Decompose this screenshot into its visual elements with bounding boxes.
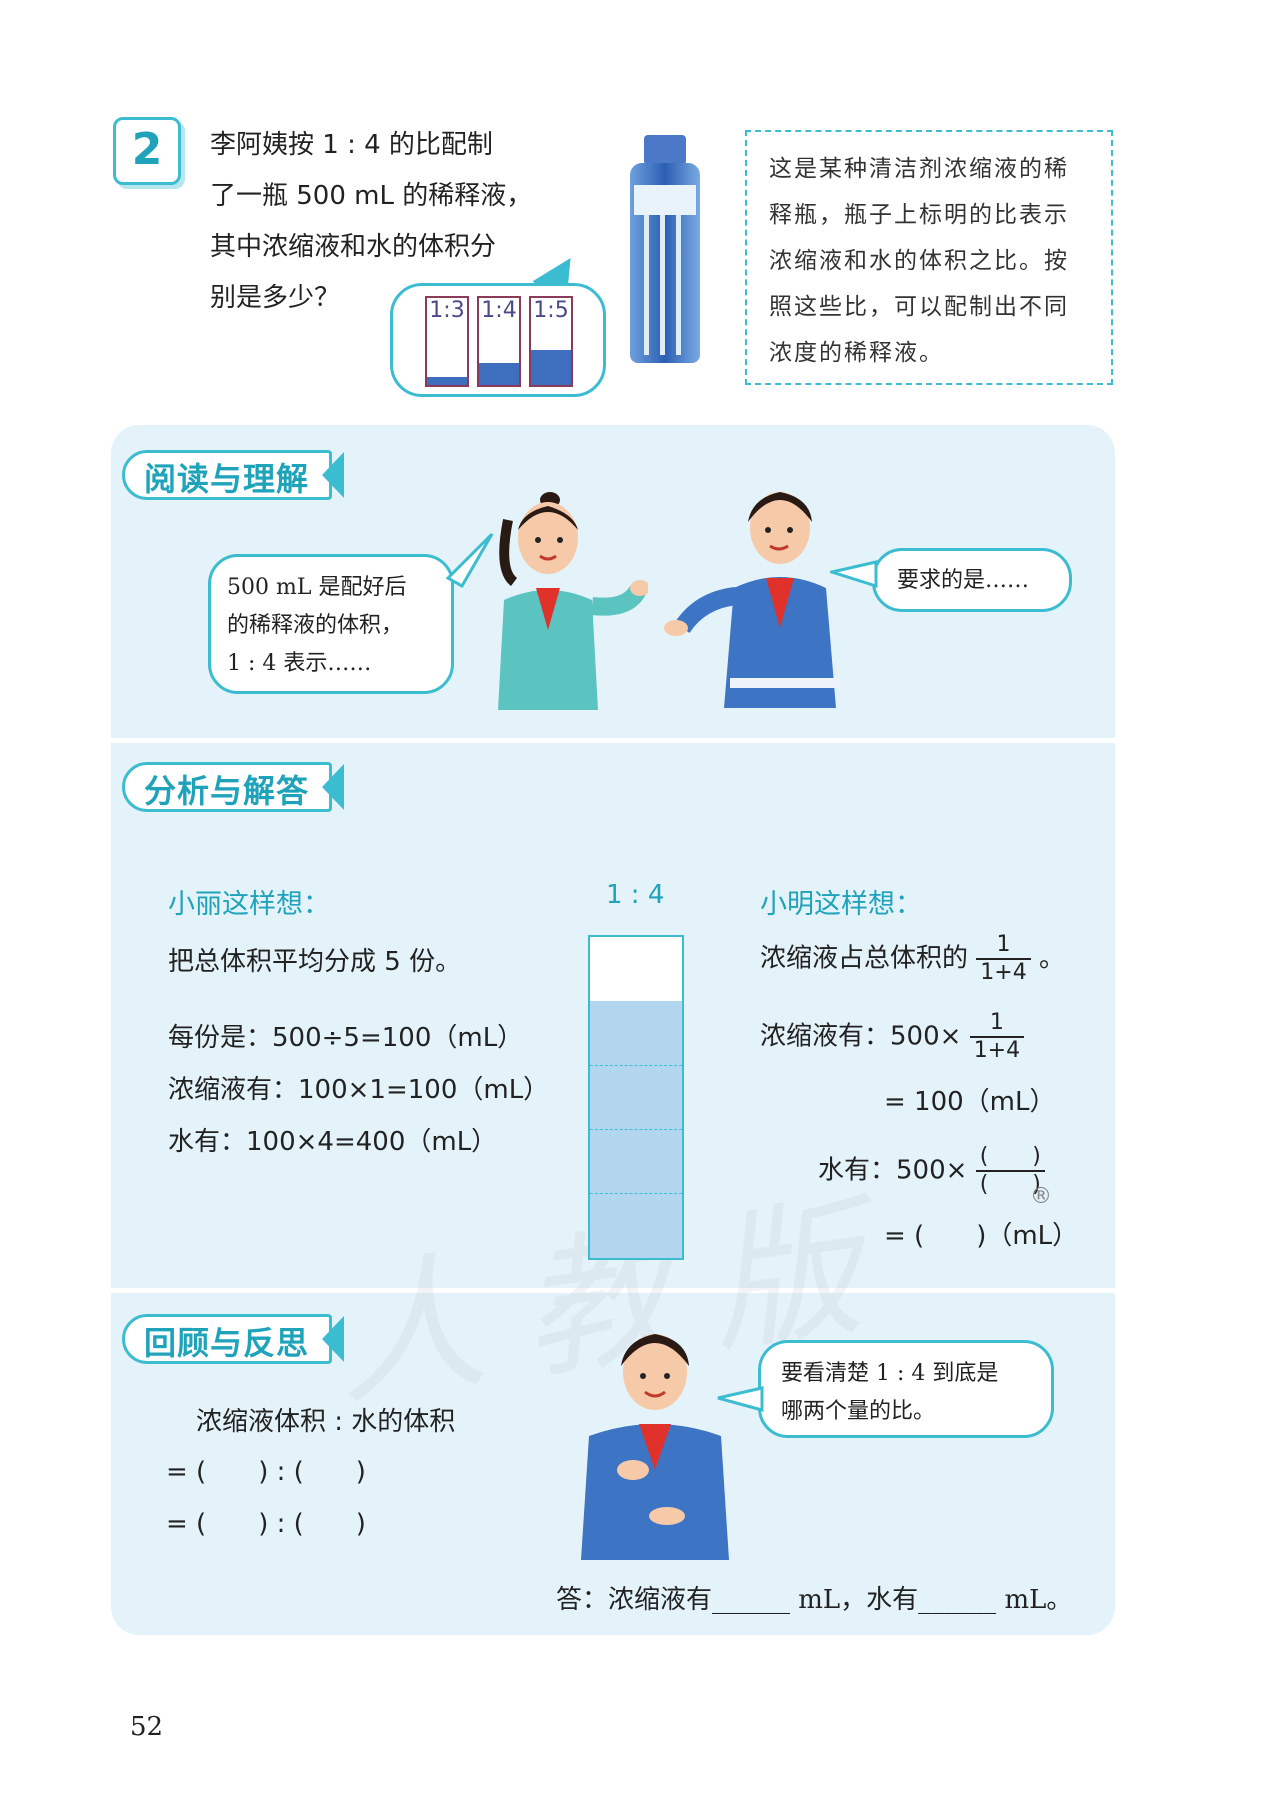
problem-line: 别是多少？	[210, 283, 341, 313]
ratio-label: 1:4	[481, 298, 517, 323]
section-tag-read: 阅读与理解	[122, 450, 350, 500]
boy-speech-bubble: 要求的是……	[872, 548, 1072, 612]
column-segment	[590, 1065, 682, 1129]
column-ratio-label: 1 : 4	[606, 880, 665, 910]
section-divider	[111, 1288, 1115, 1293]
fraction-numerator: 1	[969, 1010, 1025, 1038]
girl-speech-bubble: 500 mL 是配好后 的稀释液的体积， 1 : 4 表示……	[208, 554, 454, 694]
problem-line: 了一瓶 500 mL 的稀释液，	[210, 181, 533, 211]
bottle-cap	[644, 135, 686, 165]
fraction-denominator: 1+4	[973, 1038, 1021, 1063]
note-line: 照这些比，可以配制出不同	[769, 294, 1069, 320]
fraction: 1 1+4	[976, 932, 1031, 986]
page-number: 52	[130, 1712, 164, 1742]
boy-bubble-tail	[830, 560, 878, 589]
boy-thinking-figure-icon	[581, 1334, 729, 1560]
fraction-numerator: 1	[976, 932, 1031, 960]
tag-arrow	[322, 452, 344, 498]
tag-arrow	[322, 764, 344, 810]
note-box: 这是某种清洁剂浓缩液的稀 释瓶，瓶子上标明的比表示 浓缩液和水的体积之比。按 照…	[745, 130, 1113, 385]
ratio-expression-line: = ( ) : ( )	[166, 1509, 366, 1539]
volume-column	[588, 935, 684, 1260]
blank-fraction: ( )( )	[975, 1144, 1045, 1198]
bottle-stripe	[676, 215, 681, 355]
problem-text: 李阿姨按 1 : 4 的比配制 了一瓶 500 mL 的稀释液， 其中浓缩液和水…	[210, 120, 550, 324]
column-segment	[590, 1129, 682, 1193]
line-text: 浓缩液有：500×	[760, 1021, 962, 1052]
blank-numerator: ( )	[975, 1144, 1045, 1172]
dilution-bottle	[630, 135, 700, 367]
note-line: 这是某种清洁剂浓缩液的稀	[769, 156, 1069, 182]
bubble-line: 1 : 4 表示……	[227, 651, 372, 676]
ratio-expression-title: 浓缩液体积 : 水的体积	[196, 1407, 456, 1437]
ratio-fill	[427, 377, 467, 385]
line-text: 。	[1038, 943, 1065, 974]
problem-line: 其中浓缩液和水的体积分	[210, 232, 497, 262]
bottle-stripe	[660, 215, 665, 355]
column-segment	[590, 1193, 682, 1258]
answer-line: 答：浓缩液有______ mL，水有______ mL。	[556, 1585, 1073, 1615]
xiaoming-line-2: 浓缩液有：500× 1 1+4	[760, 1010, 1025, 1064]
xiaoming-line-1: 浓缩液占总体积的 1 1+4 。	[760, 932, 1065, 986]
section-title: 回顾与反思	[144, 1324, 310, 1362]
section-divider	[111, 738, 1115, 743]
bubble-line: 哪两个量的比。	[781, 1399, 936, 1424]
note-line: 浓缩液和水的体积之比。按	[769, 248, 1069, 274]
column-segment	[590, 1001, 682, 1065]
xiaoli-line: 浓缩液有：100×1=100（mL）	[168, 1075, 550, 1105]
problem-number: 2	[113, 117, 181, 185]
fraction: 1 1+4	[969, 1010, 1025, 1064]
bubble-line: 要看清楚 1 : 4 到底是	[781, 1361, 999, 1386]
section-title: 阅读与理解	[144, 460, 310, 498]
ratio-fill	[531, 350, 571, 385]
xiaoli-heading: 小丽这样想：	[168, 889, 330, 920]
xiaoming-heading: 小明这样想：	[760, 889, 922, 920]
reflection-speech-bubble: 要看清楚 1 : 4 到底是 哪两个量的比。	[758, 1340, 1054, 1438]
bottle-label-band	[634, 185, 696, 215]
ratio-callout: 1:3 1:4 1:5	[390, 283, 606, 397]
girl-bubble-tail	[445, 532, 494, 589]
xiaoming-line-3: = 100（mL）	[884, 1087, 1056, 1117]
line-text: 浓缩液占总体积的	[760, 943, 969, 974]
ratio-box: 1:4	[477, 296, 521, 387]
xiaoming-line-4: 水有：500× ( )( )	[818, 1144, 1045, 1198]
xiaoli-line: 把总体积平均分成 5 份。	[168, 947, 462, 977]
section-tag-review: 回顾与反思	[122, 1314, 350, 1364]
ratio-box: 1:3	[425, 296, 469, 387]
ratio-fill	[479, 363, 519, 385]
ratio-expression-line: = ( ) : ( )	[166, 1457, 366, 1487]
xiaoming-line-5: = ( )（mL）	[884, 1221, 1079, 1251]
girl-figure-icon	[498, 492, 648, 710]
line-text: 水有：500×	[818, 1155, 968, 1186]
tag-background	[122, 450, 332, 500]
bubble-line: 500 mL 是配好后	[227, 575, 407, 600]
section-title: 分析与解答	[144, 772, 310, 810]
reflection-bubble-tail	[717, 1386, 764, 1412]
ratio-box: 1:5	[529, 296, 573, 387]
xiaoli-line: 每份是：500÷5=100（mL）	[168, 1023, 524, 1053]
section-tag-analyze: 分析与解答	[122, 762, 350, 812]
boy-figure-icon	[664, 492, 840, 708]
bottle-stripe	[644, 215, 649, 355]
note-line: 释瓶，瓶子上标明的比表示	[769, 202, 1069, 228]
registered-mark: ®	[1030, 1184, 1052, 1209]
blank-denominator: ( )	[979, 1172, 1041, 1197]
ratio-label: 1:3	[429, 298, 465, 323]
problem-line: 李阿姨按 1 : 4 的比配制	[210, 130, 493, 160]
note-line: 浓度的稀释液。	[769, 340, 944, 366]
xiaoli-line: 水有：100×4=400（mL）	[168, 1127, 498, 1157]
tag-arrow	[322, 1316, 344, 1362]
ratio-label: 1:5	[533, 298, 569, 323]
bubble-line: 的稀释液的体积，	[227, 613, 404, 638]
bottle-body	[630, 163, 700, 363]
fraction-denominator: 1+4	[980, 960, 1027, 985]
